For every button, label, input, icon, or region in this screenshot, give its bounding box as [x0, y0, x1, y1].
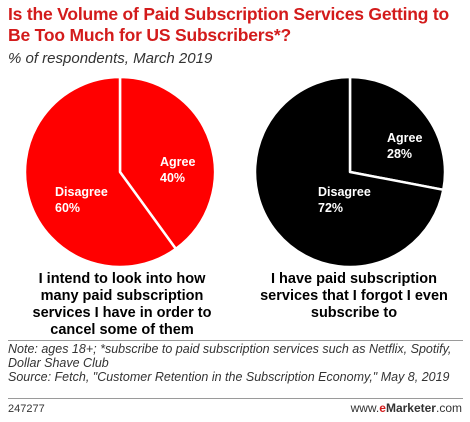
pie2-label-agree-name: Agree	[387, 131, 422, 145]
pie2-label-agree: Agree 28%	[387, 131, 422, 161]
pie1-label-disagree-value: 60%	[55, 201, 80, 215]
footer-divider	[8, 398, 463, 399]
brand-suffix: .com	[435, 401, 462, 415]
brand-url: www.eMarketer.com	[351, 401, 462, 415]
notes-divider	[8, 340, 463, 341]
chart-title: Is the Volume of Paid Subscription Servi…	[8, 4, 450, 45]
pie2-slice-disagree	[253, 75, 445, 269]
chart-subtitle: % of respondents, March 2019	[8, 50, 213, 67]
note-text: Note: ages 18+; *subscribe to paid subsc…	[8, 342, 452, 370]
brand-e: e	[379, 401, 386, 415]
pie2-label-disagree-name: Disagree	[318, 185, 371, 199]
brand-prefix: www.	[350, 401, 380, 415]
pie1-slice-agree	[118, 75, 217, 251]
pie2-label-agree-value: 28%	[387, 147, 412, 161]
pie1-label-agree-name: Agree	[160, 155, 195, 169]
pie2-slice-agree	[348, 75, 447, 192]
pie1-label-agree-value: 40%	[160, 171, 185, 185]
source-text: Source: Fetch, "Customer Retention in th…	[8, 370, 450, 384]
brand-main: Marketer	[385, 401, 436, 415]
pie-charts: Agree 40% Disagree 60% Agree 28% Disagree 72%	[23, 75, 447, 269]
pie1-label-disagree-name: Disagree	[55, 185, 108, 199]
left-pie-caption: I intend to look into how many paid subs…	[32, 271, 212, 338]
pie1-label-disagree: Disagree 60%	[55, 185, 108, 215]
chart-id: 247277	[8, 403, 45, 415]
right-pie-caption: I have paid subscription services that I…	[260, 271, 448, 321]
pie1-slice-disagree	[23, 75, 178, 269]
pie2-label-disagree-value: 72%	[318, 201, 343, 215]
pie2-label-disagree: Disagree 72%	[318, 185, 371, 215]
pie1-label-agree: Agree 40%	[160, 155, 195, 185]
notes-block: Note: ages 18+; *subscribe to paid subsc…	[8, 342, 468, 384]
